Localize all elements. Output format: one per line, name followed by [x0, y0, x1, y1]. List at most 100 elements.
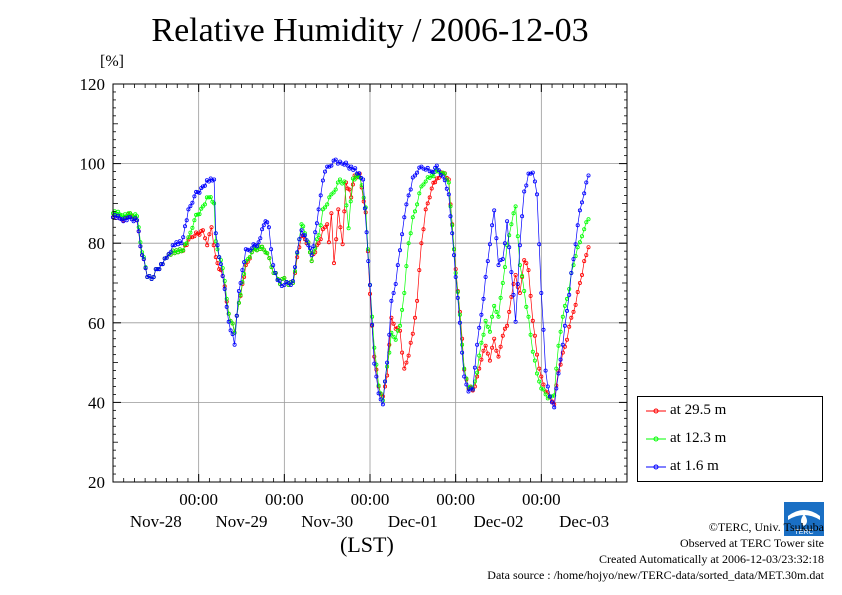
x-tick-time-label: 00:00 — [436, 490, 475, 509]
data-point — [492, 208, 497, 213]
legend-marker-29-5m — [646, 408, 666, 414]
data-point — [406, 193, 411, 198]
data-point — [586, 245, 591, 250]
data-point — [502, 241, 507, 246]
data-point — [307, 246, 312, 251]
data-point — [347, 187, 352, 192]
x-date-label: Dec-01 — [388, 512, 438, 531]
data-point — [172, 243, 177, 248]
data-point — [230, 332, 235, 337]
data-point — [479, 357, 484, 362]
data-point — [446, 180, 451, 185]
data-point — [562, 323, 567, 328]
data-point — [282, 275, 287, 280]
data-point — [357, 171, 362, 176]
data-point — [492, 303, 497, 308]
data-point — [370, 322, 375, 327]
data-point — [479, 312, 484, 317]
data-point — [440, 170, 445, 175]
data-point — [577, 208, 582, 213]
data-point — [558, 362, 563, 367]
data-point — [515, 234, 520, 239]
data-point — [217, 255, 222, 260]
data-point — [361, 177, 366, 182]
data-point — [431, 170, 436, 175]
data-point — [528, 332, 533, 337]
data-point — [464, 382, 469, 387]
logo-text: TERC — [794, 529, 813, 536]
x-tick-time-label: 00:00 — [522, 490, 561, 509]
data-point — [494, 236, 499, 241]
data-point — [367, 291, 372, 296]
data-point — [364, 230, 369, 235]
data-point — [147, 273, 152, 278]
data-point — [344, 203, 349, 208]
data-point — [490, 314, 495, 319]
data-point — [462, 366, 467, 371]
data-point — [366, 259, 371, 264]
data-point — [342, 209, 347, 214]
data-point — [186, 207, 191, 212]
data-point — [242, 271, 247, 276]
data-point — [558, 329, 563, 334]
data-point — [490, 223, 495, 228]
data-point — [309, 259, 314, 264]
data-point — [450, 223, 455, 228]
data-point — [145, 274, 150, 279]
data-point — [515, 281, 520, 286]
x-tick-time-label: 00:00 — [351, 490, 390, 509]
data-point — [517, 243, 522, 248]
data-point — [468, 386, 473, 391]
data-point — [524, 304, 529, 309]
data-point — [402, 215, 407, 220]
data-point — [192, 194, 197, 199]
data-point — [188, 230, 193, 235]
data-point — [143, 266, 148, 271]
data-point — [186, 235, 191, 240]
data-point — [541, 387, 546, 392]
data-point — [569, 315, 574, 320]
data-point — [455, 289, 460, 294]
data-point — [408, 187, 413, 192]
data-point — [288, 282, 293, 287]
data-point — [243, 247, 248, 252]
data-point — [412, 315, 417, 320]
data-point — [247, 255, 252, 260]
data-point — [286, 280, 291, 285]
data-point — [477, 325, 482, 330]
data-point — [421, 166, 426, 171]
credit-datasource: Data source : /home/hojyo/new/TERC-data/… — [487, 568, 824, 582]
data-point — [582, 259, 587, 264]
data-point — [500, 257, 505, 262]
data-point — [522, 288, 527, 293]
data-point — [212, 201, 217, 206]
data-point — [389, 315, 394, 320]
legend-label-29-5m: at 29.5 m — [670, 402, 727, 418]
data-point — [318, 237, 323, 242]
data-point — [316, 207, 321, 212]
x-date-label: Dec-03 — [559, 512, 609, 531]
data-point — [509, 222, 514, 227]
data-point — [192, 218, 197, 223]
chart-axes: 20 40 60 80 100 120 00:00 00:00 00:00 00:00 00:00 N… — [80, 75, 627, 531]
data-point — [520, 214, 525, 219]
data-point — [556, 343, 561, 348]
data-point — [168, 252, 173, 257]
data-point — [530, 318, 535, 323]
data-point — [151, 274, 156, 279]
data-point — [320, 178, 325, 183]
data-point — [320, 227, 325, 232]
data-point — [346, 226, 351, 231]
data-point — [195, 190, 200, 195]
data-point — [427, 195, 432, 200]
data-point — [136, 225, 141, 230]
data-point — [451, 247, 456, 252]
data-point — [138, 244, 143, 249]
data-point — [569, 270, 574, 275]
data-point — [477, 353, 482, 358]
data-point — [192, 234, 197, 239]
data-point — [423, 207, 428, 212]
x-date-label: Nov-28 — [130, 512, 182, 531]
data-point — [511, 281, 516, 286]
y-tick-label: 40 — [88, 393, 105, 412]
